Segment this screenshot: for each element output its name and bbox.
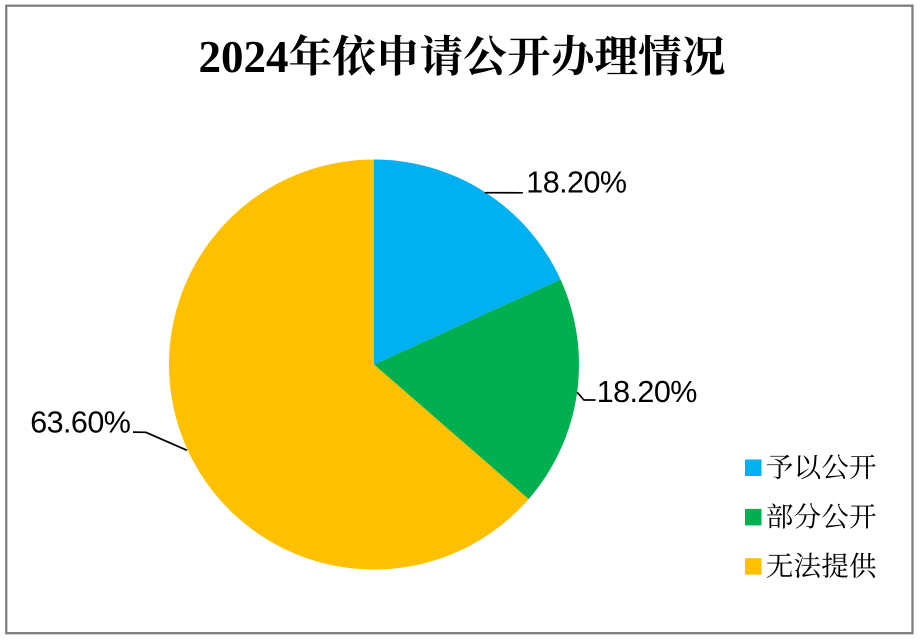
svg-text:18.20%: 18.20% <box>597 375 698 409</box>
svg-text:18.20%: 18.20% <box>526 166 627 200</box>
svg-text:63.60%: 63.60% <box>30 405 131 439</box>
svg-text:2024: 2024 <box>199 32 289 82</box>
